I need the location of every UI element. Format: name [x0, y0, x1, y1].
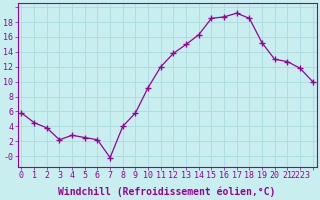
X-axis label: Windchill (Refroidissement éolien,°C): Windchill (Refroidissement éolien,°C): [58, 186, 276, 197]
